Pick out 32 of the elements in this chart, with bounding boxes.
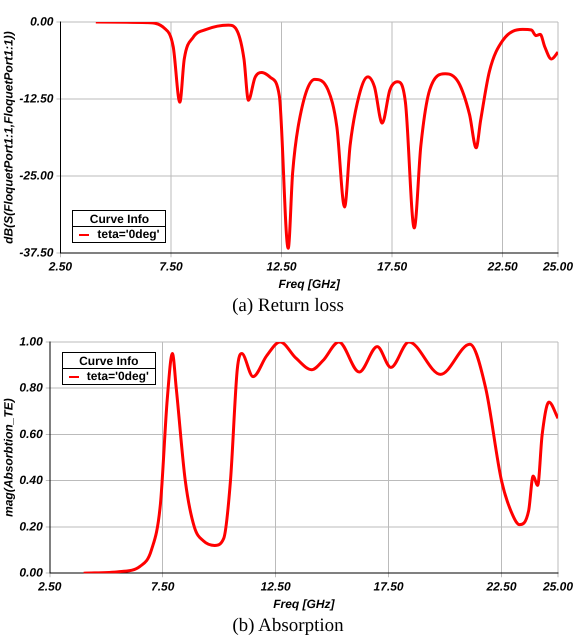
y-tick-label: 0.80 bbox=[19, 380, 44, 395]
x-tick-label: 2.50 bbox=[37, 580, 62, 594]
x-tick-label: 17.50 bbox=[374, 580, 404, 594]
legend-label: teta='0deg' bbox=[96, 227, 160, 242]
y-axis-title: dB(S(FloquetPort1:1,FloquetPort1:1)) bbox=[2, 31, 16, 244]
x-tick-label: 25.00 bbox=[542, 580, 574, 594]
legend-title: Curve Info bbox=[73, 212, 166, 228]
text: (b) Absorption bbox=[231, 614, 345, 638]
legend-title: Curve Info bbox=[62, 354, 155, 369]
x-tick-label: 7.50 bbox=[159, 260, 183, 274]
x-tick-label: 7.50 bbox=[151, 580, 175, 594]
x-axis-title: Freq [GHz] bbox=[278, 277, 341, 292]
y-tick-label: 0.20 bbox=[19, 519, 44, 534]
y-tick-label: 0.00 bbox=[19, 566, 44, 580]
y-tick-label: -12.50 bbox=[19, 91, 54, 106]
legend-label: teta='0deg' bbox=[86, 369, 149, 383]
x-tick-label: 12.50 bbox=[266, 260, 297, 274]
x-tick-label: 12.50 bbox=[260, 580, 291, 594]
y-tick-label: 0.40 bbox=[19, 473, 44, 488]
x-tick-label: 2.50 bbox=[48, 260, 72, 274]
y-tick-label: 0.60 bbox=[19, 426, 44, 441]
y-tick-label: -37.50 bbox=[19, 246, 54, 260]
x-tick-label: 22.50 bbox=[486, 260, 518, 274]
text: (a) Return loss bbox=[231, 294, 345, 318]
x-tick-label: 22.50 bbox=[486, 580, 517, 594]
y-tick-label: 0.00 bbox=[30, 14, 54, 28]
y-axis-title: mag(Absorbtion_TE) bbox=[2, 398, 16, 517]
y-tick-label: -25.00 bbox=[19, 168, 54, 182]
x-tick-label: 25.00 bbox=[542, 260, 574, 274]
y-tick-label: 1.00 bbox=[19, 334, 44, 348]
x-axis-title: Freq [GHz] bbox=[273, 597, 336, 612]
x-tick-label: 17.50 bbox=[377, 260, 408, 274]
